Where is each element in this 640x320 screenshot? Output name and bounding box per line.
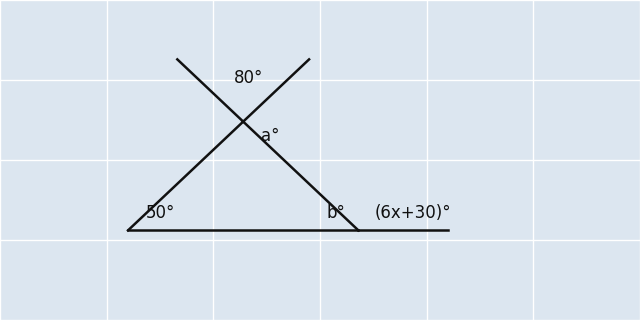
Text: 80°: 80° (234, 69, 263, 87)
Text: a°: a° (261, 127, 280, 145)
Text: 50°: 50° (146, 204, 175, 222)
Text: b°: b° (326, 204, 345, 222)
Text: (6x+30)°: (6x+30)° (374, 204, 451, 222)
